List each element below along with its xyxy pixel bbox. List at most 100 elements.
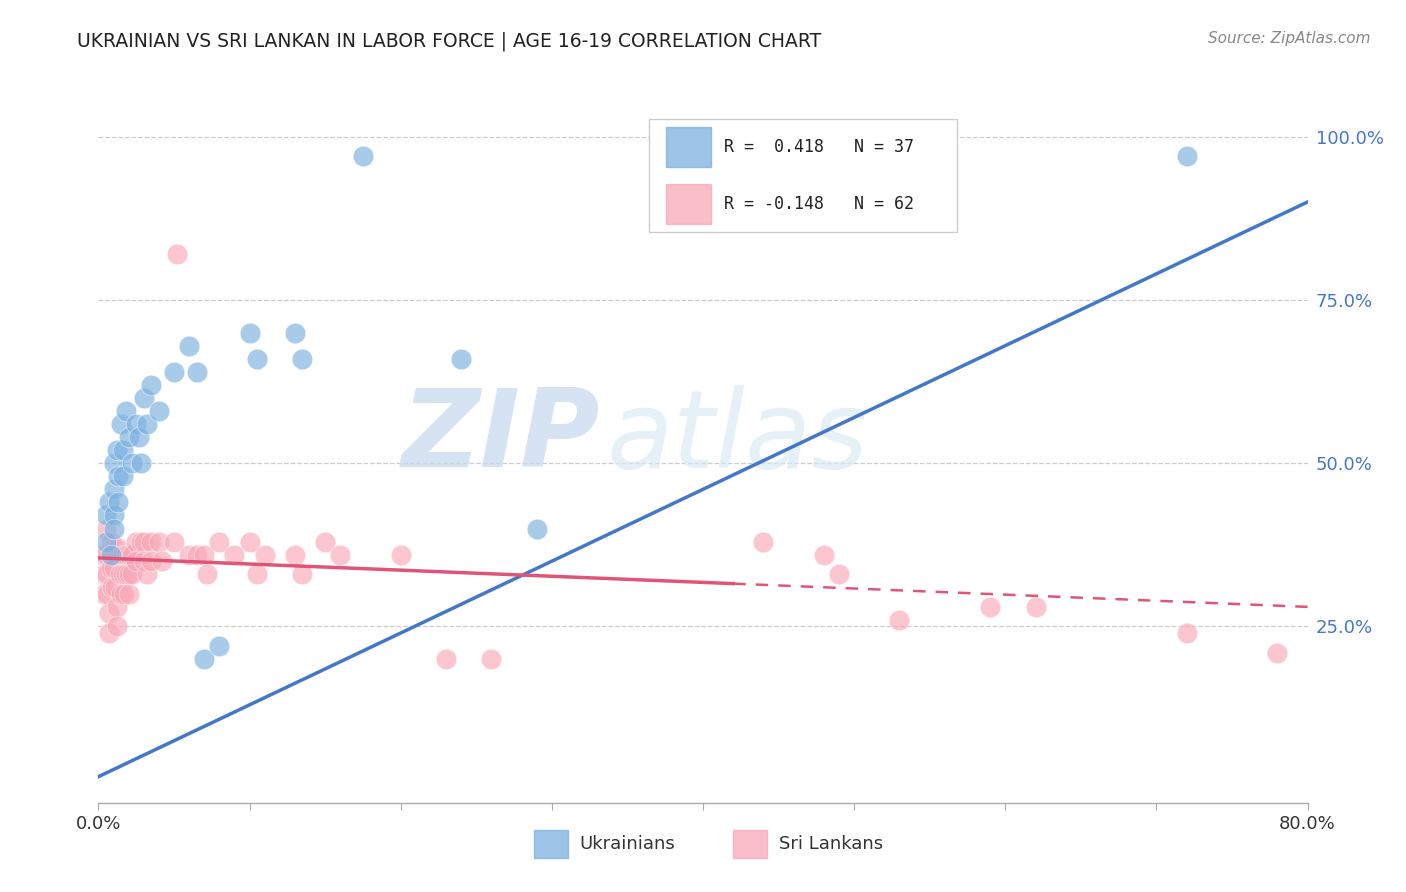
Bar bbox=[734, 830, 768, 858]
Point bbox=[118, 567, 141, 582]
Point bbox=[111, 443, 134, 458]
Point bbox=[1024, 599, 1046, 614]
FancyBboxPatch shape bbox=[648, 119, 957, 232]
Point bbox=[150, 554, 173, 568]
Bar bbox=[665, 128, 711, 168]
Point bbox=[752, 534, 775, 549]
Point bbox=[813, 548, 835, 562]
Point bbox=[105, 443, 128, 458]
Point bbox=[100, 548, 122, 562]
Point bbox=[329, 548, 352, 562]
Point bbox=[93, 587, 115, 601]
Point bbox=[98, 495, 121, 509]
Point bbox=[129, 534, 152, 549]
Point bbox=[132, 534, 155, 549]
Point bbox=[104, 580, 127, 594]
Point bbox=[163, 534, 186, 549]
Point bbox=[208, 534, 231, 549]
Point bbox=[103, 508, 125, 523]
Point bbox=[450, 351, 472, 366]
Point bbox=[105, 619, 128, 633]
Bar bbox=[665, 184, 711, 224]
Point bbox=[103, 483, 125, 497]
Point bbox=[132, 391, 155, 405]
Point bbox=[1267, 646, 1289, 660]
Point bbox=[148, 534, 170, 549]
Point bbox=[141, 377, 163, 392]
Point bbox=[195, 567, 218, 582]
Bar bbox=[534, 830, 568, 858]
Point bbox=[121, 567, 143, 582]
Point bbox=[193, 652, 215, 666]
Point bbox=[163, 365, 186, 379]
Point bbox=[96, 567, 118, 582]
Point bbox=[352, 149, 374, 163]
Point bbox=[118, 587, 141, 601]
Point bbox=[526, 521, 548, 535]
Point bbox=[96, 587, 118, 601]
Point bbox=[148, 404, 170, 418]
Text: Source: ZipAtlas.com: Source: ZipAtlas.com bbox=[1208, 31, 1371, 46]
Point bbox=[132, 554, 155, 568]
Text: UKRAINIAN VS SRI LANKAN IN LABOR FORCE | AGE 16-19 CORRELATION CHART: UKRAINIAN VS SRI LANKAN IN LABOR FORCE |… bbox=[77, 31, 821, 51]
Point bbox=[110, 587, 132, 601]
Point bbox=[291, 567, 314, 582]
Point bbox=[103, 541, 125, 555]
Point bbox=[434, 652, 457, 666]
Point bbox=[98, 607, 121, 621]
Point bbox=[135, 567, 157, 582]
Point bbox=[179, 548, 201, 562]
Point bbox=[141, 534, 163, 549]
Text: ZIP: ZIP bbox=[402, 384, 600, 490]
Point bbox=[110, 417, 132, 431]
Point bbox=[98, 626, 121, 640]
Point bbox=[103, 560, 125, 574]
Point bbox=[118, 430, 141, 444]
Point bbox=[166, 247, 188, 261]
Point bbox=[1175, 626, 1198, 640]
Point bbox=[107, 469, 129, 483]
Point bbox=[128, 430, 150, 444]
Point bbox=[111, 548, 134, 562]
Text: R = -0.148   N = 62: R = -0.148 N = 62 bbox=[724, 195, 914, 213]
Point bbox=[107, 541, 129, 555]
Point bbox=[979, 599, 1001, 614]
Point bbox=[246, 567, 269, 582]
Point bbox=[253, 548, 276, 562]
Point bbox=[284, 326, 307, 340]
Point bbox=[94, 534, 117, 549]
Point bbox=[100, 560, 122, 574]
Point bbox=[118, 548, 141, 562]
Point bbox=[284, 548, 307, 562]
Point bbox=[141, 554, 163, 568]
Point bbox=[186, 548, 208, 562]
Point bbox=[179, 338, 201, 352]
Point bbox=[291, 351, 314, 366]
Point bbox=[889, 613, 911, 627]
Point bbox=[389, 548, 412, 562]
Point bbox=[481, 652, 503, 666]
Point bbox=[94, 508, 117, 523]
Point bbox=[101, 580, 124, 594]
Point bbox=[129, 456, 152, 470]
Point bbox=[246, 351, 269, 366]
Point bbox=[93, 567, 115, 582]
Text: Sri Lankans: Sri Lankans bbox=[779, 835, 883, 853]
Point bbox=[103, 521, 125, 535]
Point bbox=[107, 495, 129, 509]
Point bbox=[121, 548, 143, 562]
Point bbox=[114, 548, 136, 562]
Point bbox=[239, 326, 262, 340]
Point bbox=[125, 417, 148, 431]
Point bbox=[125, 534, 148, 549]
Text: R =  0.418   N = 37: R = 0.418 N = 37 bbox=[724, 138, 914, 156]
Point bbox=[186, 365, 208, 379]
Point bbox=[111, 567, 134, 582]
Point bbox=[193, 548, 215, 562]
Point bbox=[828, 567, 851, 582]
Point bbox=[125, 554, 148, 568]
Point bbox=[121, 456, 143, 470]
Point bbox=[208, 639, 231, 653]
Point bbox=[135, 417, 157, 431]
Point bbox=[314, 534, 336, 549]
